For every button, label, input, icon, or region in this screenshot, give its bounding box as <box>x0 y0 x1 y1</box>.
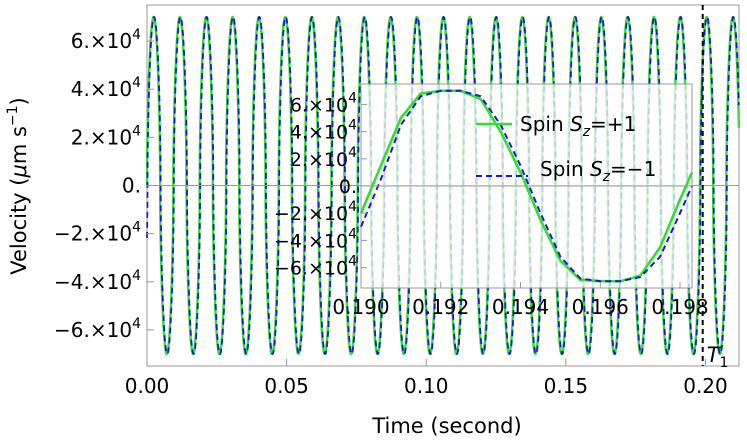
legend: Spin Sz=+1 Spin Sz=−1 <box>476 112 656 185</box>
y-axis-label: Velocity (μm s−1) <box>5 97 31 275</box>
inset-axis-ticks: 0.190 0.192 0.194 0.196 0.198 6.×1044.×1042.×… <box>274 90 709 319</box>
inset-y-tick-label: −2.×104 <box>274 199 357 225</box>
inset-series-spin-down <box>360 89 693 283</box>
x-tick-label: 0.10 <box>404 374 449 398</box>
inset-series-spin-up <box>359 89 694 283</box>
inset-y-tick-label: −6.×104 <box>274 254 357 280</box>
t1-marker-label: T1 <box>707 343 729 371</box>
t1-marker-subscript: 1 <box>720 355 729 371</box>
inset-y-tick-label: −4.×104 <box>274 226 357 252</box>
inset-y-tick-label: 0. <box>339 176 357 198</box>
y-tick-label: −2.×104 <box>54 220 141 246</box>
y-tick-label: −4.×104 <box>54 268 141 294</box>
inset-y-tick-label: 4.×104 <box>290 118 357 144</box>
x-tick-label: 0.15 <box>544 374 589 398</box>
inset-x-tick-label: 0.194 <box>492 295 549 319</box>
inset-y-tick-label: 6.×104 <box>290 90 357 116</box>
inset-x-tick-label: 0.196 <box>572 295 629 319</box>
x-tick-label: 0.05 <box>264 374 309 398</box>
x-axis-label: Time (second) <box>371 414 521 438</box>
inset-y-tick-label: 2.×104 <box>290 145 357 171</box>
main-series-group <box>145 15 741 356</box>
main-series-spin-down <box>146 16 740 355</box>
x-tick-label: 0.00 <box>125 374 170 398</box>
y-tick-label: 0. <box>122 174 141 198</box>
main-axis-ticks: 0.00 0.05 0.10 0.15 0.206.×1044.×1042.×1040.… <box>54 27 728 398</box>
y-tick-label: 6.×104 <box>71 27 141 53</box>
legend-label-spin-up: Spin Sz=+1 <box>520 112 636 140</box>
inset-x-tick-label: 0.198 <box>651 295 708 319</box>
x-tick-label: 0.20 <box>683 374 728 398</box>
y-tick-label: 2.×104 <box>71 123 141 149</box>
inset-series-group <box>359 89 694 283</box>
inset-x-tick-label: 0.192 <box>412 295 469 319</box>
legend-label-spin-down: Spin Sz=−1 <box>540 157 656 185</box>
inset-x-tick-label: 0.190 <box>332 295 389 319</box>
t1-marker-symbol: T <box>707 343 722 367</box>
y-tick-label: 4.×104 <box>71 75 141 101</box>
y-tick-label: −6.×104 <box>54 316 141 342</box>
